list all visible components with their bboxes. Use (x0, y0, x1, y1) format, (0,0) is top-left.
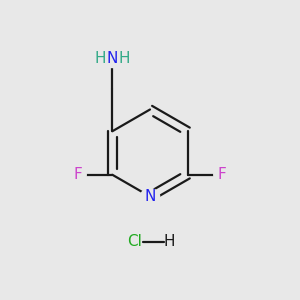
Ellipse shape (88, 51, 136, 68)
Text: H: H (94, 50, 106, 66)
Ellipse shape (69, 167, 86, 182)
Text: H: H (164, 234, 175, 249)
Ellipse shape (214, 168, 231, 182)
Text: N: N (106, 50, 118, 66)
Ellipse shape (140, 189, 160, 204)
Text: H: H (118, 50, 130, 66)
Text: F: F (74, 167, 82, 182)
Text: N: N (144, 189, 156, 204)
Ellipse shape (123, 233, 177, 250)
Text: F: F (218, 167, 226, 182)
Text: Cl: Cl (127, 234, 142, 249)
